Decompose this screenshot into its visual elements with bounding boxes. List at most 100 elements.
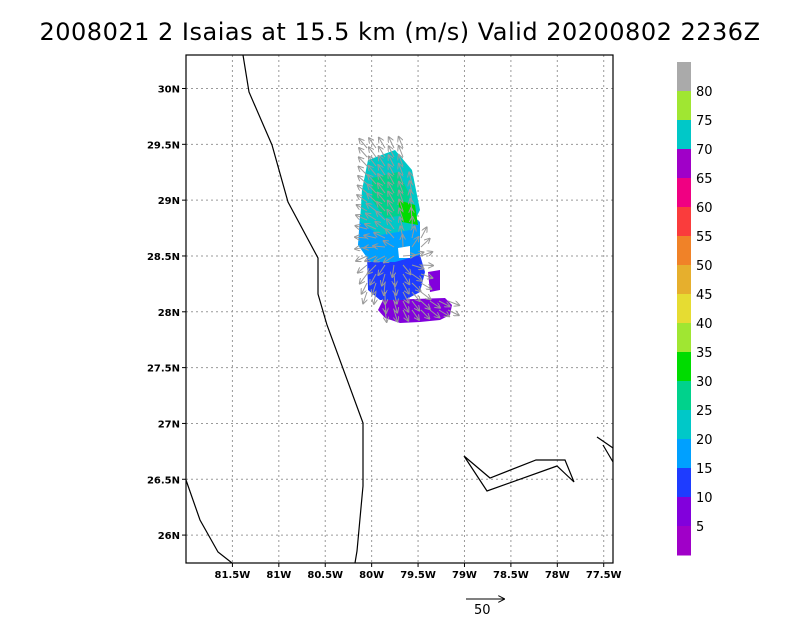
wind-vector (420, 265, 433, 266)
wind-vector (368, 166, 377, 176)
wind-vector (412, 226, 415, 239)
florida-southwest-coast (186, 479, 233, 563)
colorbar-swatch (677, 62, 691, 92)
lat-tick-label: 28N (158, 308, 180, 319)
wind-vector (369, 138, 377, 149)
wind-vector (370, 273, 377, 285)
wind-vector (394, 300, 397, 313)
wind-vector (447, 309, 459, 315)
wind-vector (384, 241, 395, 248)
wind-vector (402, 282, 409, 293)
wind-vector (386, 229, 395, 239)
wind-speed-field (355, 137, 459, 323)
lat-tick-label: 28.5N (147, 252, 180, 263)
lon-tick-label: 77.5W (586, 570, 622, 581)
colorbar-label: 45 (696, 288, 713, 303)
lon-tick-label: 81.5W (215, 570, 251, 581)
colorbar-swatch (677, 352, 691, 382)
wind-vector (394, 291, 397, 304)
lat-tick-label: 26N (158, 531, 180, 542)
lon-tick-label: 79.5W (400, 570, 436, 581)
longitude-labels: 81.5W 81W 80.5W 80W 79.5W 79W 78.5W 78W 77.5W (215, 563, 622, 581)
wind-vector (447, 300, 459, 305)
wind-vector (411, 237, 419, 248)
map-grid (186, 55, 613, 563)
wind-vector (420, 291, 431, 299)
wind-vector (438, 300, 450, 306)
wind-vectors (355, 137, 459, 322)
wind-vector (387, 219, 395, 230)
wind-vector (402, 309, 408, 321)
wind-vector (378, 183, 386, 194)
wind-hole (398, 246, 410, 258)
wind-vector (388, 210, 395, 221)
colorbar-swatch (677, 149, 691, 179)
wind-vector (389, 137, 395, 149)
wind-vector (379, 138, 386, 149)
lat-tick-label: 29.5N (147, 140, 180, 151)
lat-tick-label: 30N (158, 84, 180, 95)
colorbar-label: 75 (696, 114, 713, 129)
wind-vector (359, 157, 368, 167)
wind-vector (357, 205, 368, 212)
bahamas-grand-bahama (463, 455, 575, 492)
lat-tick-label: 29N (158, 196, 180, 207)
wind-vector (385, 309, 387, 322)
colorbar-label: 10 (696, 491, 713, 506)
wind-vector (420, 309, 429, 319)
reference-vector-label: 50 (474, 603, 491, 618)
wind-vector (411, 309, 419, 320)
colorbar-swatch (677, 468, 691, 498)
colorbar-swatch (677, 265, 691, 295)
wind-vector (438, 309, 449, 316)
wind-vector (429, 300, 440, 308)
wind-vector (377, 202, 386, 212)
wind-vector (378, 165, 386, 176)
wind-vector (420, 252, 432, 257)
colorbar-label: 40 (696, 317, 713, 332)
lat-tick-label: 26.5N (147, 475, 180, 486)
wind-vector (356, 255, 368, 261)
wind-vector (384, 282, 385, 295)
colorbar-label: 35 (696, 346, 713, 361)
wind-vector (378, 264, 386, 275)
lon-tick-label: 78.5W (493, 570, 529, 581)
wind-vector (365, 224, 377, 230)
wind-vector (378, 174, 386, 185)
wind-vector (382, 273, 385, 286)
wind-vector (379, 156, 386, 167)
wind-vector (377, 193, 386, 203)
wind-vector (376, 212, 386, 221)
wind-vector (356, 215, 368, 221)
wind-vector (358, 167, 368, 176)
wind-vector (402, 291, 409, 303)
wind-vector (402, 264, 411, 274)
colorbar-swatch (677, 294, 691, 324)
coastline (186, 55, 613, 563)
colorbar-label: 5 (696, 520, 704, 535)
wind-vector (366, 214, 377, 221)
latitude-labels: 30N 29.5N 29N 28.5N 28N 27.5N 27N 26.5N 26N (147, 84, 186, 542)
colorbar-label: 30 (696, 375, 713, 390)
wind-vector (359, 148, 368, 158)
lon-tick-label: 80.5W (307, 570, 343, 581)
lon-tick-label: 79W (452, 570, 477, 581)
wind-vector (368, 264, 377, 274)
wind-region-blue (367, 250, 425, 300)
lat-tick-label: 27.5N (147, 364, 180, 375)
colorbar-label: 60 (696, 201, 713, 216)
colorbar-label: 70 (696, 143, 713, 158)
reference-vector: 50 (466, 599, 504, 618)
lon-tick-label: 78W (545, 570, 570, 581)
wind-vector (411, 252, 423, 256)
colorbar-swatch (677, 236, 691, 266)
colorbar-swatch (677, 439, 691, 469)
wind-vector (369, 157, 377, 167)
lon-tick-label: 81W (266, 570, 291, 581)
wind-vector (367, 194, 377, 203)
wind-vector (358, 264, 368, 273)
lat-tick-label: 27N (158, 419, 180, 430)
wind-vector (402, 300, 408, 312)
florida-coast (242, 55, 364, 563)
